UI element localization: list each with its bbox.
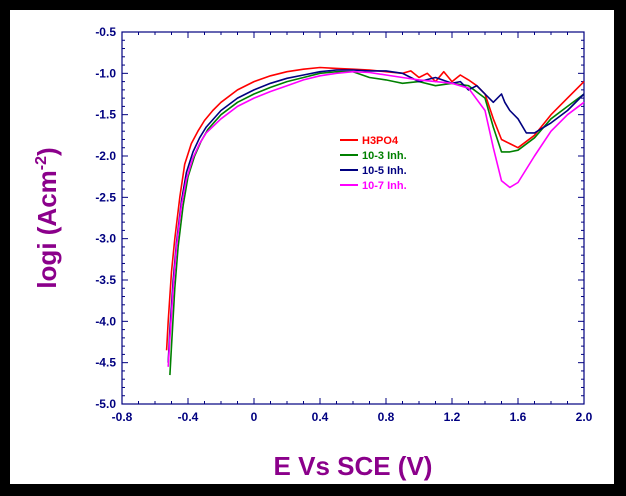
x-tick-label: 2.0 <box>576 410 593 424</box>
x-tick-label: 0.4 <box>312 410 329 424</box>
axis-ticks <box>121 31 585 405</box>
legend-label-10-5: 10-5 Inh. <box>362 165 407 177</box>
legend-label-10-3: 10-3 Inh. <box>362 150 407 162</box>
legend: H3PO4 10-3 Inh. 10-5 Inh. 10-7 Inh. <box>340 135 407 192</box>
y-tick-label: -1.0 <box>95 66 116 80</box>
series-line-10-5-inh- <box>167 69 585 363</box>
axis-tick-labels: -0.8 -0.4 0 0.4 0.8 1.2 1.6 2.0 -0.5 -1.0 -1.5 -2.0… <box>95 25 592 424</box>
series-layer <box>165 66 585 376</box>
y-tick-label: -4.5 <box>95 356 116 370</box>
series-line-10-7-inh- <box>167 70 585 367</box>
x-tick-label: 0.8 <box>378 410 395 424</box>
x-tick-label: -0.4 <box>178 410 199 424</box>
plot-area <box>121 31 585 405</box>
y-tick-label: -3.0 <box>95 232 116 246</box>
y-axis-title-main: logi (Acm <box>32 170 62 288</box>
y-axis-title-superscript: -2 <box>33 156 50 170</box>
y-axis-title-close: ) <box>32 147 62 156</box>
x-tick-label: 1.2 <box>444 410 461 424</box>
y-tick-label: -0.5 <box>95 25 116 39</box>
x-tick-label: -0.8 <box>112 410 133 424</box>
x-tick-label: 1.6 <box>510 410 527 424</box>
x-axis-title: E Vs SCE (V) <box>274 451 433 481</box>
x-tick-label: 0 <box>251 410 258 424</box>
y-tick-label: -2.5 <box>95 190 116 204</box>
legend-label-10-7: 10-7 Inh. <box>362 180 407 192</box>
y-tick-label: -1.5 <box>95 108 116 122</box>
y-tick-label: -3.5 <box>95 273 116 287</box>
y-tick-label: -4.0 <box>95 314 116 328</box>
y-tick-label: -2.0 <box>95 149 116 163</box>
legend-label-h3po4: H3PO4 <box>362 135 399 147</box>
y-axis-title: logi (Acm-2) <box>32 147 62 288</box>
y-tick-label: -5.0 <box>95 397 116 411</box>
